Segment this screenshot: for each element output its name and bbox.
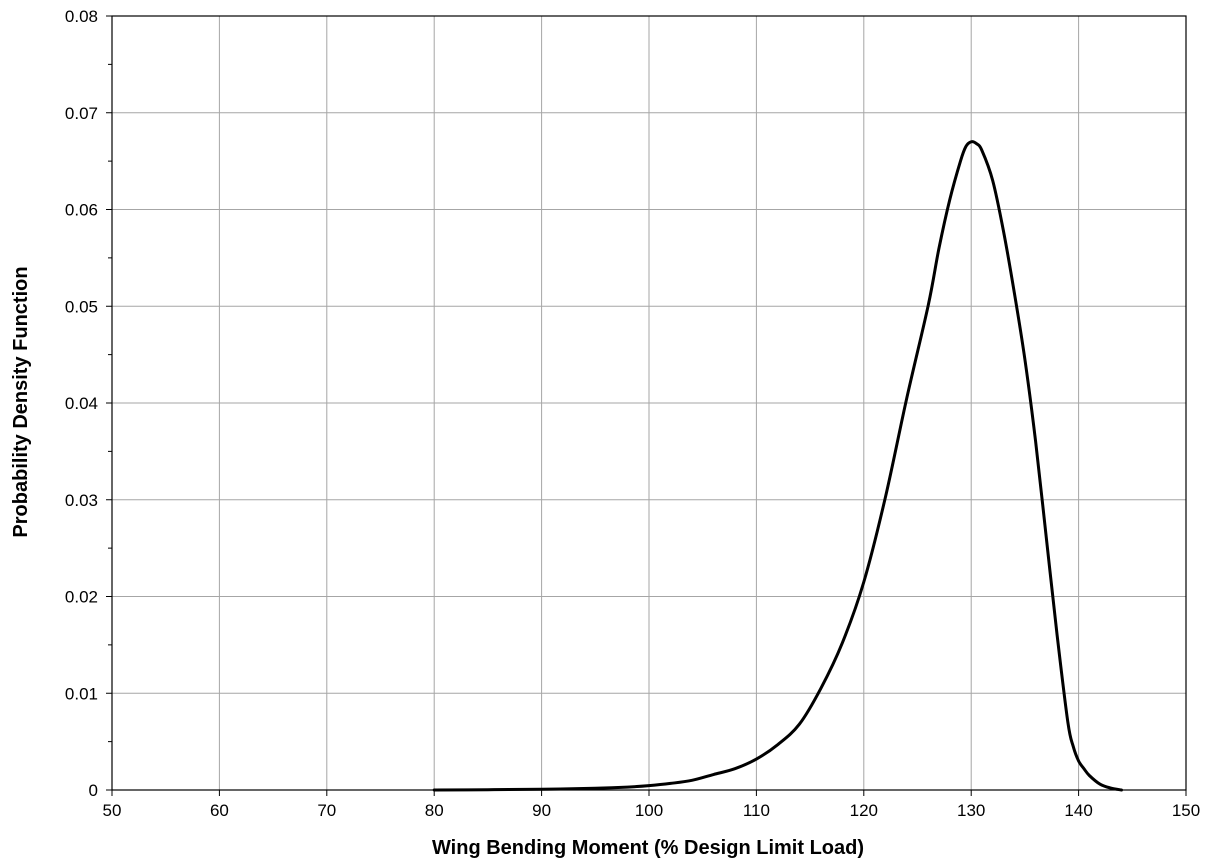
- plot-area: [111, 15, 1187, 791]
- x-tick-label: 80: [425, 801, 444, 820]
- y-tick-label: 0: [89, 781, 98, 800]
- x-tick-label: 140: [1064, 801, 1092, 820]
- x-tick-labels: 50 60 70 80 90 100 110 120 130 140 150: [103, 801, 1201, 820]
- pdf-curve: [432, 140, 1124, 792]
- x-tick-label: 150: [1172, 801, 1200, 820]
- series-layer: [432, 140, 1124, 792]
- y-tick-label: 0.04: [65, 394, 98, 413]
- y-tick-label: 0.05: [65, 297, 98, 316]
- x-tick-label: 50: [103, 801, 122, 820]
- x-tick-label: 60: [210, 801, 229, 820]
- x-tick-label: 70: [317, 801, 336, 820]
- x-tick-label: 90: [532, 801, 551, 820]
- minor-ticks: [106, 15, 1187, 796]
- y-tick-label: 0.08: [65, 7, 98, 26]
- x-tick-label: 120: [850, 801, 878, 820]
- x-tick-label: 100: [635, 801, 663, 820]
- x-tick-label: 130: [957, 801, 985, 820]
- grid-lines: [112, 16, 1186, 790]
- x-axis-title: Wing Bending Moment (% Design Limit Load…: [432, 837, 864, 859]
- y-axis-title: Probability Density Function: [10, 266, 32, 537]
- y-tick-label: 0.01: [65, 684, 98, 703]
- y-tick-label: 0.07: [65, 104, 98, 123]
- y-tick-labels: 0 0.01 0.02 0.03 0.04 0.05 0.06 0.07 0.08: [65, 7, 98, 800]
- y-tick-label: 0.06: [65, 201, 98, 220]
- y-tick-label: 0.02: [65, 588, 98, 607]
- y-tick-label: 0.03: [65, 491, 98, 510]
- x-tick-label: 110: [743, 801, 770, 820]
